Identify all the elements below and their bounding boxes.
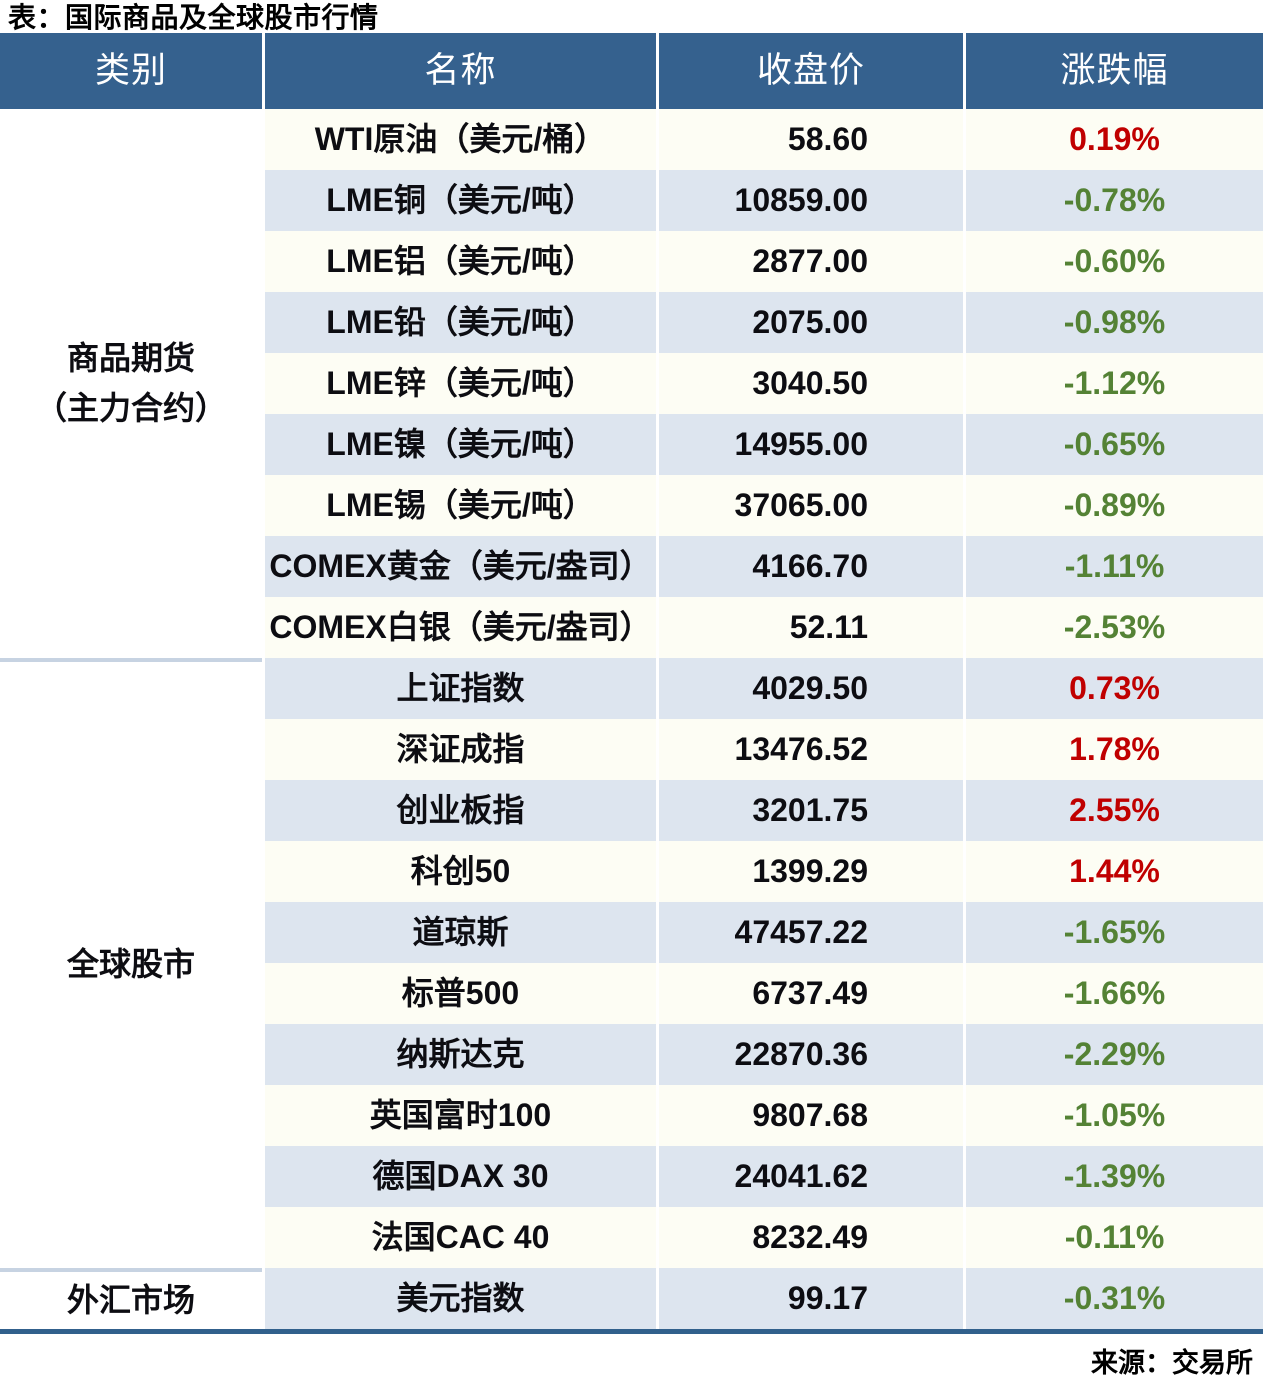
close-price-cell: 52.11 xyxy=(656,597,963,658)
close-price-cell: 4166.70 xyxy=(656,536,963,597)
page-title: 表：国际商品及全球股市行情 xyxy=(8,2,379,33)
close-price-cell: 2075.00 xyxy=(656,292,963,353)
change-percent-cell: 1.44% xyxy=(963,841,1263,902)
header-name: 名称 xyxy=(262,33,656,109)
close-price-cell: 58.60 xyxy=(656,109,963,170)
instrument-name-cell: LME镍（美元/吨） xyxy=(262,414,656,475)
change-percent-cell: -0.89% xyxy=(963,475,1263,536)
instrument-name-cell: 纳斯达克 xyxy=(262,1024,656,1085)
category-label-line: （主力合约） xyxy=(34,389,227,426)
category-cell: 商品期货 （主力合约） xyxy=(0,109,262,658)
change-percent-cell: -0.11% xyxy=(963,1207,1263,1268)
change-percent-cell: -1.05% xyxy=(963,1085,1263,1146)
instrument-name-cell: 道琼斯 xyxy=(262,902,656,963)
close-price-cell: 1399.29 xyxy=(656,841,963,902)
instrument-name-cell: LME锡（美元/吨） xyxy=(262,475,656,536)
instrument-name-cell: COMEX黄金（美元/盎司） xyxy=(262,536,656,597)
close-price-cell: 3040.50 xyxy=(656,353,963,414)
market-table: 类别 名称 收盘价 涨跌幅 商品期货 （主力合约） WTI原油（美元/桶） 58.60… xyxy=(0,33,1263,1334)
close-price-cell: 2877.00 xyxy=(656,231,963,292)
instrument-name-cell: 标普500 xyxy=(262,963,656,1024)
close-price-cell: 99.17 xyxy=(656,1268,963,1329)
change-percent-cell: 0.19% xyxy=(963,109,1263,170)
change-percent-cell: -1.66% xyxy=(963,963,1263,1024)
instrument-name-cell: LME铝（美元/吨） xyxy=(262,231,656,292)
close-price-cell: 4029.50 xyxy=(656,658,963,719)
instrument-name-cell: WTI原油（美元/桶） xyxy=(262,109,656,170)
close-price-cell: 8232.49 xyxy=(656,1207,963,1268)
change-percent-cell: -0.98% xyxy=(963,292,1263,353)
change-percent-cell: -1.11% xyxy=(963,536,1263,597)
change-percent-cell: -0.65% xyxy=(963,414,1263,475)
close-price-cell: 13476.52 xyxy=(656,719,963,780)
instrument-name-cell: LME铅（美元/吨） xyxy=(262,292,656,353)
change-percent-cell: -2.29% xyxy=(963,1024,1263,1085)
change-percent-cell: -0.31% xyxy=(963,1268,1263,1329)
change-percent-cell: 0.73% xyxy=(963,658,1263,719)
change-percent-cell: -0.78% xyxy=(963,170,1263,231)
instrument-name-cell: 德国DAX 30 xyxy=(262,1146,656,1207)
instrument-name-cell: 法国CAC 40 xyxy=(262,1207,656,1268)
change-percent-cell: -2.53% xyxy=(963,597,1263,658)
category-label-line: 商品期货 xyxy=(66,339,195,376)
close-price-cell: 3201.75 xyxy=(656,780,963,841)
instrument-name-cell: LME铜（美元/吨） xyxy=(262,170,656,231)
instrument-name-cell: LME锌（美元/吨） xyxy=(262,353,656,414)
close-price-cell: 24041.62 xyxy=(656,1146,963,1207)
instrument-name-cell: 英国富时100 xyxy=(262,1085,656,1146)
change-percent-cell: -1.65% xyxy=(963,902,1263,963)
header-category: 类别 xyxy=(0,33,262,109)
change-percent-cell: -0.60% xyxy=(963,231,1263,292)
close-price-cell: 6737.49 xyxy=(656,963,963,1024)
instrument-name-cell: COMEX白银（美元/盎司） xyxy=(262,597,656,658)
close-price-cell: 47457.22 xyxy=(656,902,963,963)
close-price-cell: 9807.68 xyxy=(656,1085,963,1146)
close-price-cell: 37065.00 xyxy=(656,475,963,536)
category-cell: 外汇市场 xyxy=(0,1268,262,1329)
close-price-cell: 10859.00 xyxy=(656,170,963,231)
instrument-name-cell: 创业板指 xyxy=(262,780,656,841)
source-attribution: 来源：交易所 xyxy=(1091,1348,1253,1378)
change-percent-cell: -1.12% xyxy=(963,353,1263,414)
change-percent-cell: -1.39% xyxy=(963,1146,1263,1207)
category-label-line: 外汇市场 xyxy=(66,1281,195,1318)
close-price-cell: 14955.00 xyxy=(656,414,963,475)
header-change-percent: 涨跌幅 xyxy=(963,33,1263,109)
instrument-name-cell: 美元指数 xyxy=(262,1268,656,1329)
change-percent-cell: 2.55% xyxy=(963,780,1263,841)
instrument-name-cell: 深证成指 xyxy=(262,719,656,780)
instrument-name-cell: 上证指数 xyxy=(262,658,656,719)
close-price-cell: 22870.36 xyxy=(656,1024,963,1085)
instrument-name-cell: 科创50 xyxy=(262,841,656,902)
category-cell: 全球股市 xyxy=(0,658,262,1268)
header-close-price: 收盘价 xyxy=(656,33,963,109)
category-label-line: 全球股市 xyxy=(66,946,195,983)
change-percent-cell: 1.78% xyxy=(963,719,1263,780)
